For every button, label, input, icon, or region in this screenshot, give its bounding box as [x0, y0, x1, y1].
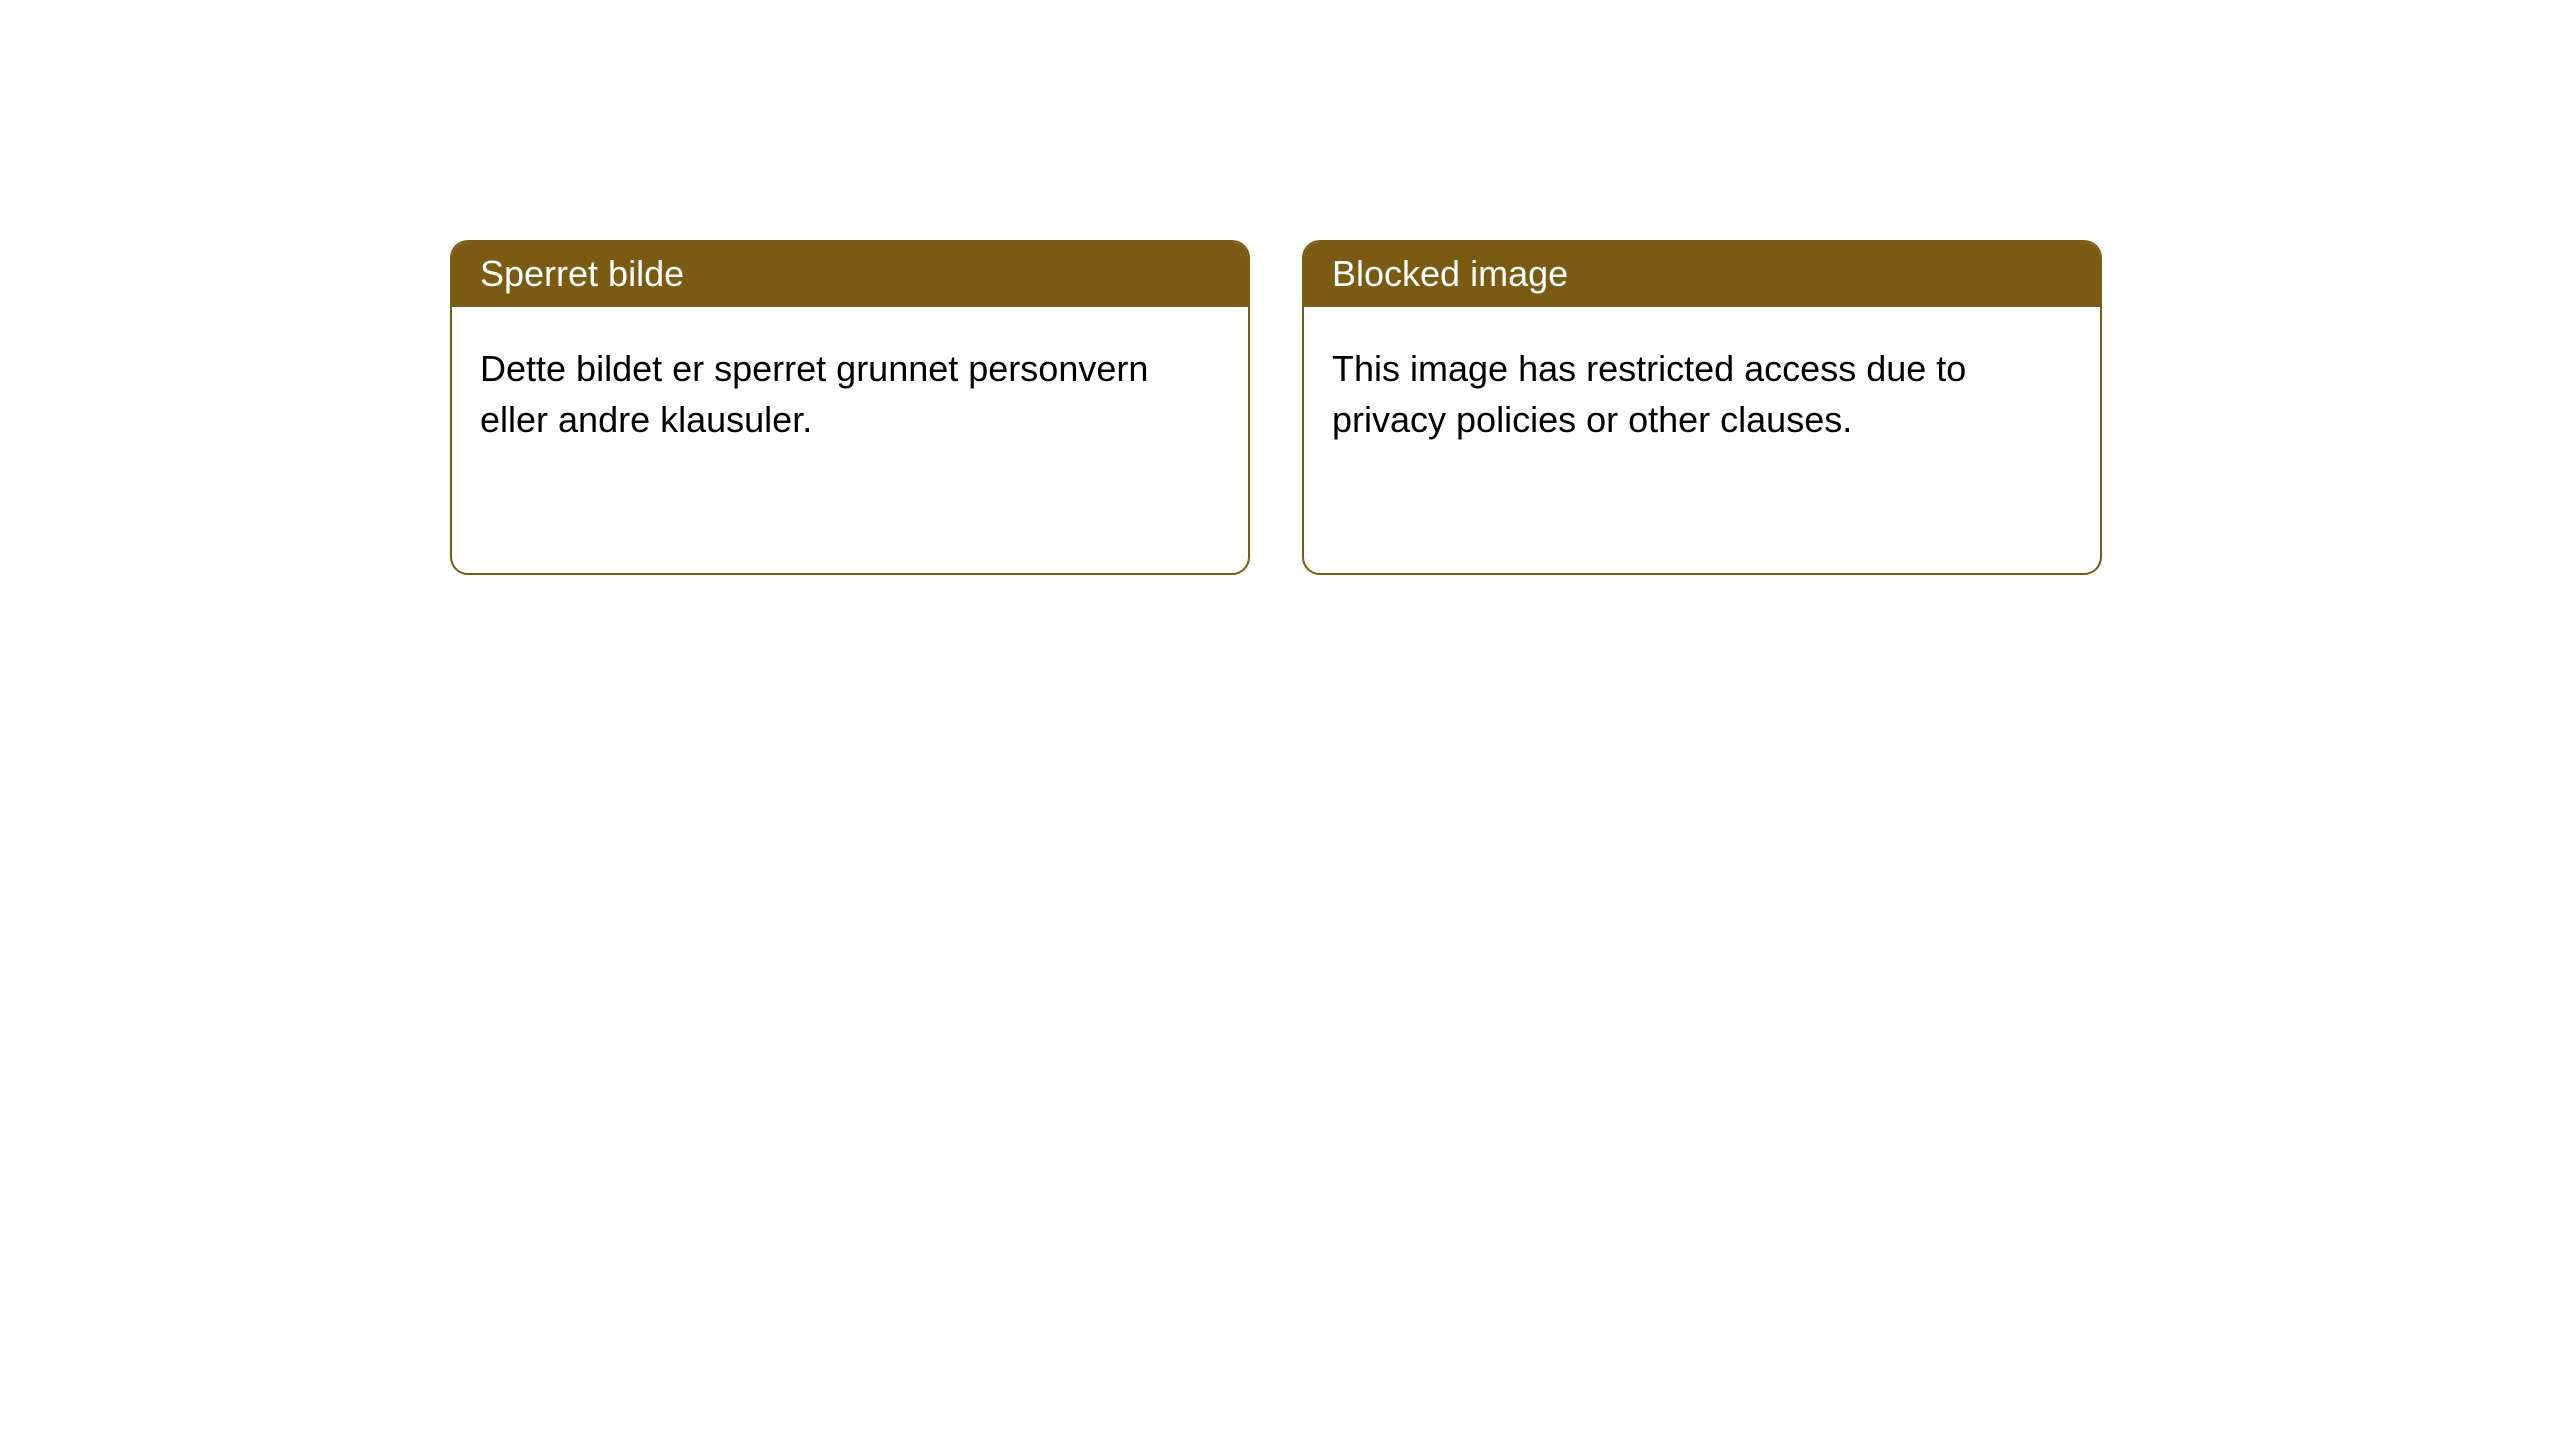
card-body: Dette bildet er sperret grunnet personve…: [452, 307, 1248, 473]
card-header: Sperret bilde: [452, 242, 1248, 307]
card-title: Sperret bilde: [480, 253, 684, 294]
notice-container: Sperret bilde Dette bildet er sperret gr…: [0, 0, 2560, 575]
card-body-text: Dette bildet er sperret grunnet personve…: [480, 348, 1148, 440]
notice-card-norwegian: Sperret bilde Dette bildet er sperret gr…: [450, 240, 1250, 575]
notice-card-english: Blocked image This image has restricted …: [1302, 240, 2102, 575]
card-body-text: This image has restricted access due to …: [1332, 348, 1966, 440]
card-title: Blocked image: [1332, 253, 1568, 294]
card-header: Blocked image: [1304, 242, 2100, 307]
card-body: This image has restricted access due to …: [1304, 307, 2100, 473]
